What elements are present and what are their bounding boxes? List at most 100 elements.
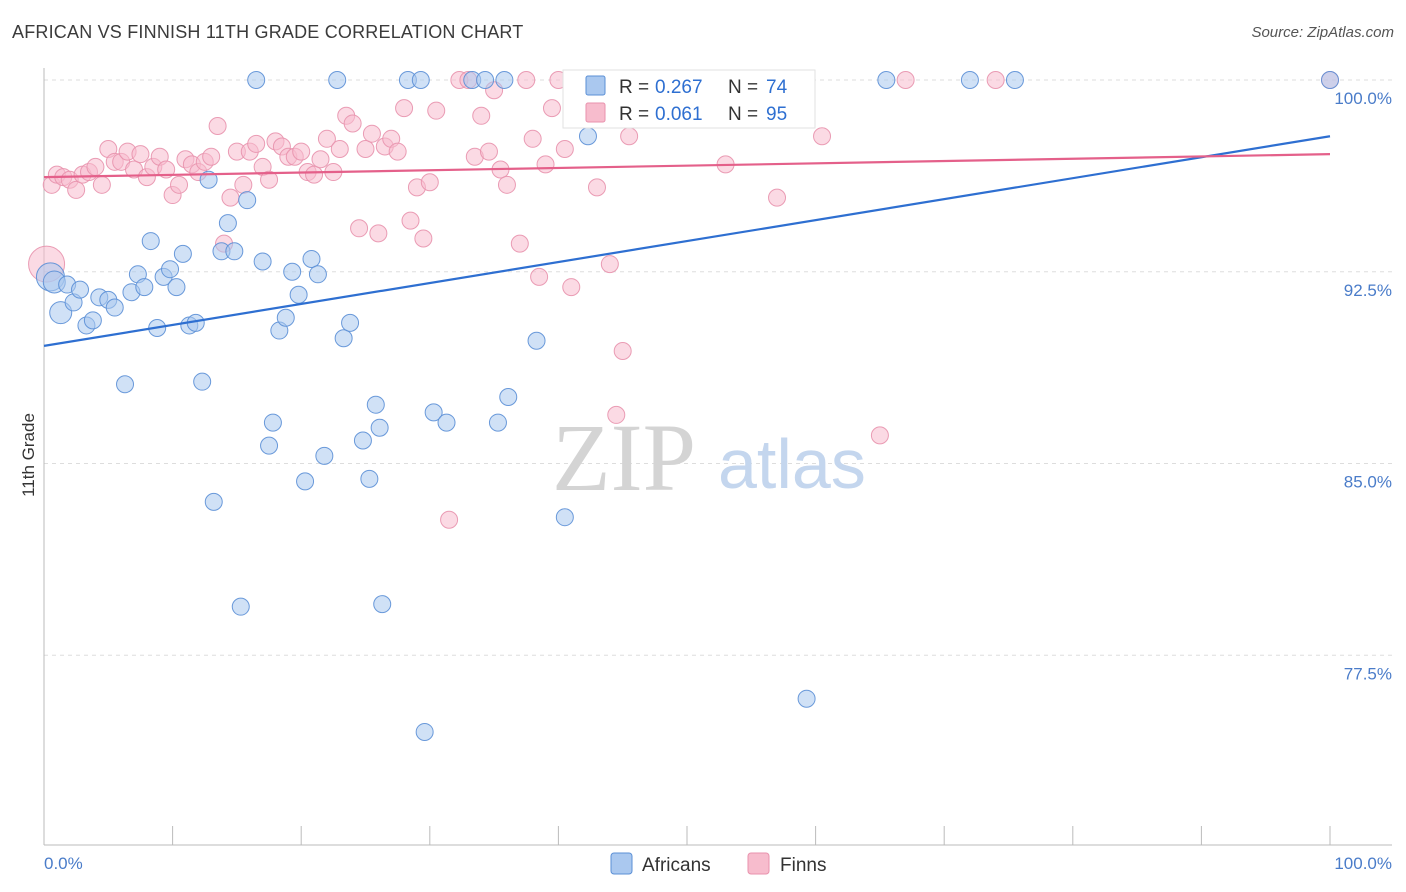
finn-point bbox=[292, 142, 311, 161]
african-point bbox=[341, 313, 360, 332]
african-point bbox=[83, 311, 102, 330]
finn-point bbox=[330, 140, 349, 159]
finn-point bbox=[92, 175, 111, 194]
african-point bbox=[437, 413, 456, 432]
legend-finns-n-label: N = bbox=[728, 104, 758, 125]
finn-point bbox=[870, 426, 889, 445]
african-point bbox=[141, 232, 160, 251]
finn-point bbox=[202, 147, 221, 166]
finn-point bbox=[497, 175, 516, 194]
correlation-legend: R = 0.267 N = 74 R = 0.061 N = 95 bbox=[562, 69, 816, 129]
finn-point bbox=[896, 71, 915, 89]
source-credit: Source: ZipAtlas.com bbox=[1251, 24, 1394, 41]
african-point bbox=[360, 469, 379, 488]
finn-point bbox=[555, 140, 574, 159]
african-point bbox=[193, 372, 212, 391]
finn-point bbox=[234, 175, 253, 194]
african-point bbox=[328, 71, 347, 89]
finn-trend-line bbox=[43, 153, 1331, 179]
finn-point bbox=[388, 142, 407, 161]
legend-africans-r-value: 0.267 bbox=[655, 77, 703, 98]
finn-point bbox=[260, 170, 279, 189]
finn-point bbox=[523, 129, 542, 148]
finn-point bbox=[157, 160, 176, 179]
african-point bbox=[578, 127, 597, 146]
finn-point bbox=[542, 99, 561, 118]
finn-point bbox=[317, 129, 336, 148]
series-legend-finns-swatch bbox=[747, 852, 770, 875]
finn-point bbox=[131, 145, 150, 164]
african-point bbox=[1321, 71, 1339, 89]
african-point bbox=[135, 278, 154, 297]
african-point bbox=[199, 170, 218, 189]
y-tick-label: 100.0% bbox=[1334, 89, 1392, 108]
finn-point bbox=[221, 188, 240, 207]
finn-point bbox=[768, 188, 787, 207]
african-point bbox=[960, 71, 979, 89]
african-point bbox=[218, 214, 237, 233]
african-point bbox=[488, 413, 507, 432]
finn-point bbox=[67, 180, 86, 199]
x-ticks bbox=[43, 826, 1331, 845]
african-point bbox=[1005, 71, 1024, 89]
y-tick-label: 77.5% bbox=[1344, 664, 1392, 683]
finn-point bbox=[472, 106, 491, 125]
finn-point bbox=[420, 173, 439, 192]
legend-finns-n-value: 95 bbox=[766, 104, 787, 125]
african-trend-line bbox=[43, 135, 1331, 347]
african-point bbox=[283, 262, 302, 281]
african-point bbox=[263, 413, 282, 432]
african-point bbox=[877, 71, 896, 89]
african-point bbox=[296, 472, 315, 491]
finn-point bbox=[369, 224, 388, 243]
african-point bbox=[167, 278, 186, 297]
y-tick-label: 92.5% bbox=[1344, 281, 1392, 300]
chart-title: AFRICAN VS FINNISH 11TH GRADE CORRELATIO… bbox=[12, 22, 524, 42]
legend-finns-r-value: 0.061 bbox=[655, 104, 703, 125]
finn-point bbox=[813, 127, 832, 146]
gridlines bbox=[44, 79, 1392, 656]
african-point bbox=[308, 265, 327, 284]
african-point bbox=[353, 431, 372, 450]
african-point bbox=[238, 191, 257, 210]
african-point bbox=[797, 689, 816, 708]
x-tick-label-max: 100.0% bbox=[1334, 854, 1392, 873]
finn-point bbox=[414, 229, 433, 248]
african-point bbox=[302, 249, 321, 268]
african-point bbox=[527, 331, 546, 350]
axes bbox=[43, 68, 1392, 846]
watermark-atlas: atlas bbox=[718, 425, 866, 503]
legend-africans-n-value: 74 bbox=[766, 77, 788, 98]
african-point bbox=[366, 395, 385, 414]
finn-point bbox=[607, 405, 626, 424]
african-point bbox=[204, 492, 223, 511]
african-point bbox=[495, 71, 514, 89]
african-point bbox=[373, 595, 392, 614]
african-point bbox=[116, 375, 135, 394]
finn-point bbox=[170, 175, 189, 194]
african-point bbox=[370, 418, 389, 437]
finn-point bbox=[613, 342, 632, 361]
finn-point bbox=[600, 255, 619, 274]
finn-point bbox=[479, 142, 498, 161]
finn-point bbox=[86, 157, 105, 176]
finn-point bbox=[587, 178, 606, 197]
legend-finns-r-label: R = bbox=[619, 104, 649, 125]
finn-point bbox=[620, 127, 639, 146]
african-point bbox=[499, 388, 518, 407]
finn-point bbox=[356, 140, 375, 159]
finn-point bbox=[343, 114, 362, 133]
african-point bbox=[289, 285, 308, 304]
african-point bbox=[225, 242, 244, 261]
legend-africans-n-label: N = bbox=[728, 77, 758, 98]
african-point bbox=[415, 722, 434, 741]
finn-point bbox=[395, 99, 414, 118]
finn-point bbox=[427, 101, 446, 120]
series-legend-finns-label: Finns bbox=[780, 855, 826, 876]
finn-point bbox=[986, 71, 1005, 89]
legend-africans-r-label: R = bbox=[619, 77, 649, 98]
finn-point bbox=[311, 150, 330, 169]
y-axis-title: 11th Grade bbox=[19, 413, 38, 497]
african-point bbox=[315, 446, 334, 465]
